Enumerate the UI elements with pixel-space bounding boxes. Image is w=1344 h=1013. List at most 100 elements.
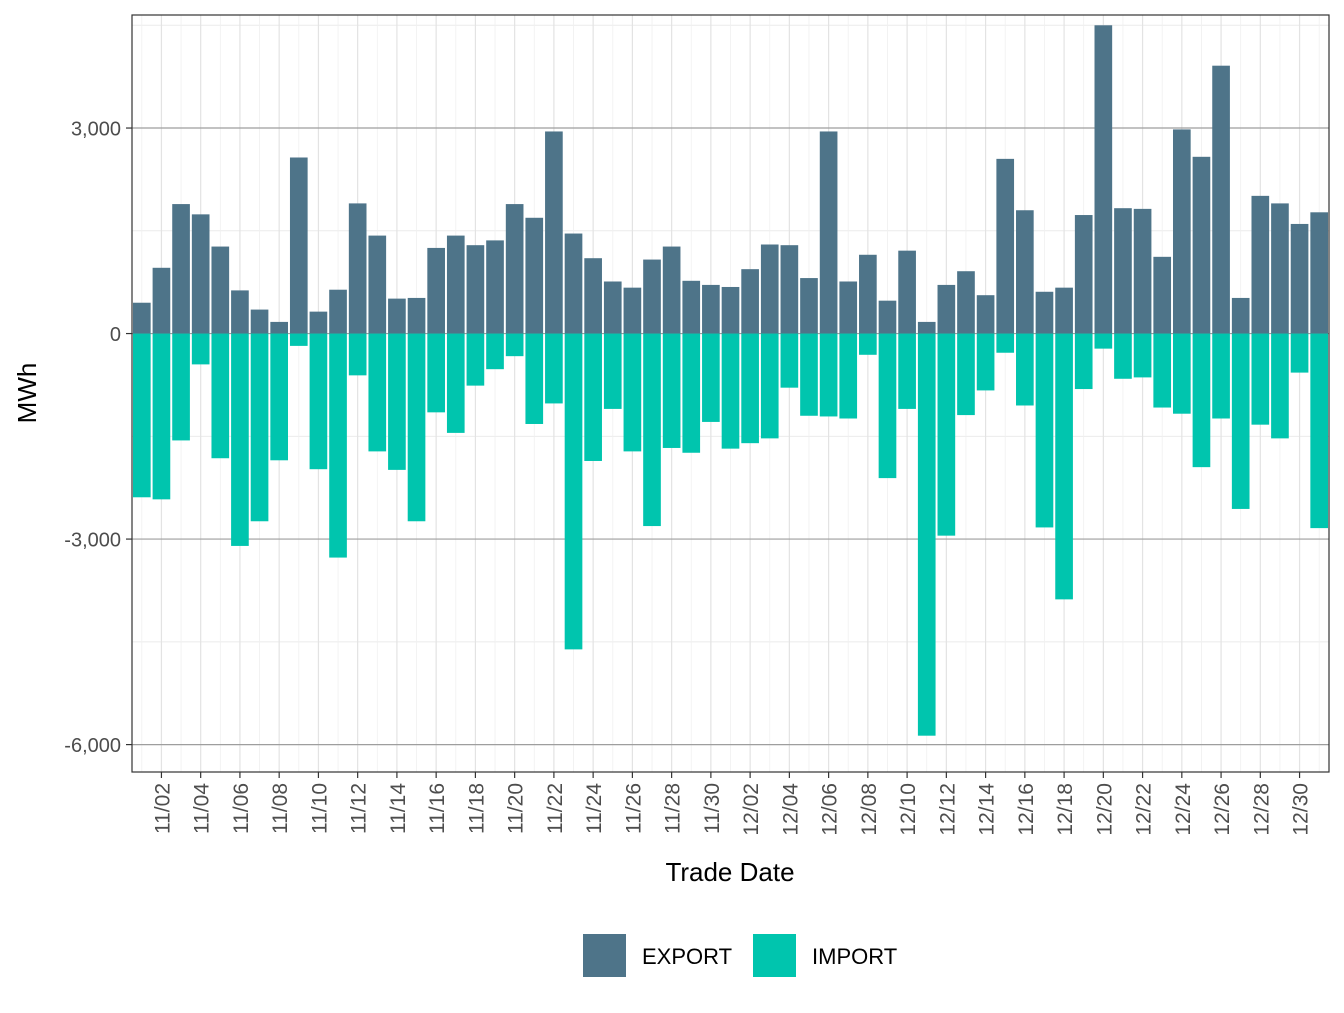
bar-export-11-18 bbox=[466, 245, 485, 334]
bar-export-12-03 bbox=[760, 244, 779, 334]
bar-export-12-06 bbox=[819, 131, 838, 334]
bar-export-12-09 bbox=[878, 300, 897, 334]
x-tick-label: 12/08 bbox=[858, 783, 881, 836]
x-tick-label: 11/04 bbox=[191, 783, 214, 834]
legend-swatch-export bbox=[583, 934, 626, 977]
bar-export-12-27 bbox=[1231, 297, 1250, 334]
bar-import-12-31 bbox=[1310, 333, 1329, 529]
bar-export-11-03 bbox=[172, 204, 190, 334]
bar-import-12-09 bbox=[878, 333, 897, 479]
bar-import-11-30 bbox=[702, 333, 720, 422]
panel-border bbox=[131, 14, 1330, 773]
x-tick-label: 11/16 bbox=[426, 783, 449, 834]
x-tick-label: 12/14 bbox=[976, 783, 999, 836]
bar-import-11-17 bbox=[446, 333, 465, 433]
bar-export-12-21 bbox=[1114, 208, 1132, 334]
bar-export-11-14 bbox=[388, 298, 406, 334]
bar-import-12-15 bbox=[996, 333, 1015, 353]
bar-export-12-16 bbox=[1016, 210, 1034, 334]
x-tick-label: 11/12 bbox=[348, 783, 371, 834]
bar-export-12-19 bbox=[1074, 215, 1093, 334]
bar-import-11-10 bbox=[309, 333, 328, 470]
bar-export-12-23 bbox=[1153, 256, 1172, 334]
bar-import-11-29 bbox=[682, 333, 701, 453]
bar-export-11-28 bbox=[662, 246, 681, 334]
bar-import-11-01 bbox=[132, 333, 151, 498]
bar-import-12-10 bbox=[898, 333, 916, 409]
bar-export-11-22 bbox=[545, 131, 563, 334]
bar-import-11-09 bbox=[289, 333, 308, 346]
bar-import-12-30 bbox=[1290, 333, 1309, 373]
bar-import-11-19 bbox=[486, 333, 504, 370]
bars bbox=[132, 25, 1329, 736]
y-tick-label: -6,000 bbox=[64, 735, 121, 757]
bar-import-12-20 bbox=[1094, 333, 1113, 349]
bar-export-12-01 bbox=[721, 286, 740, 334]
bar-import-12-18 bbox=[1055, 333, 1073, 600]
bar-export-11-08 bbox=[270, 321, 289, 334]
bar-export-11-12 bbox=[348, 203, 367, 334]
bar-import-11-07 bbox=[250, 333, 269, 522]
legend-label-import: IMPORT bbox=[812, 944, 897, 969]
x-tick-label: 12/06 bbox=[819, 783, 842, 836]
bar-import-11-23 bbox=[564, 333, 583, 650]
bar-export-12-24 bbox=[1172, 129, 1191, 334]
bar-export-12-02 bbox=[741, 269, 759, 334]
bar-export-11-30 bbox=[702, 284, 720, 334]
bar-import-11-06 bbox=[231, 333, 249, 546]
bar-export-11-23 bbox=[564, 233, 583, 334]
bar-import-12-19 bbox=[1074, 333, 1093, 390]
bar-export-12-29 bbox=[1271, 203, 1289, 334]
x-tick-label: 12/04 bbox=[779, 783, 802, 836]
bar-export-12-07 bbox=[839, 281, 858, 334]
bar-import-11-12 bbox=[348, 333, 367, 376]
bar-import-11-25 bbox=[603, 333, 622, 409]
bar-export-12-22 bbox=[1133, 208, 1152, 334]
bar-export-11-02 bbox=[152, 267, 171, 334]
bar-export-12-30 bbox=[1290, 223, 1309, 334]
bar-export-12-25 bbox=[1192, 156, 1211, 334]
x-tick-label: 11/26 bbox=[622, 783, 645, 834]
bar-import-11-24 bbox=[584, 333, 602, 461]
bar-import-12-29 bbox=[1271, 333, 1289, 439]
bar-export-12-12 bbox=[937, 284, 956, 334]
bar-export-11-29 bbox=[682, 280, 701, 334]
bar-export-12-31 bbox=[1310, 212, 1329, 334]
x-tick-label: 12/18 bbox=[1054, 783, 1077, 836]
x-tick-label: 11/02 bbox=[151, 783, 174, 834]
y-tick-label: -3,000 bbox=[64, 530, 121, 552]
bar-import-12-28 bbox=[1251, 333, 1270, 425]
bar-import-12-25 bbox=[1192, 333, 1211, 468]
bar-export-11-21 bbox=[525, 217, 544, 334]
bar-export-11-25 bbox=[603, 281, 622, 334]
bar-import-12-11 bbox=[917, 333, 936, 736]
bar-import-11-04 bbox=[191, 333, 210, 365]
bar-export-11-07 bbox=[250, 309, 269, 334]
bar-export-12-14 bbox=[976, 295, 995, 334]
bar-import-12-06 bbox=[819, 333, 838, 417]
bar-import-11-20 bbox=[505, 333, 524, 357]
bar-import-11-22 bbox=[545, 333, 563, 404]
x-tick-label: 12/28 bbox=[1250, 783, 1273, 836]
x-tick-label: 12/16 bbox=[1015, 783, 1038, 836]
y-tick-label: 0 bbox=[110, 324, 121, 346]
bar-import-12-27 bbox=[1231, 333, 1250, 509]
bar-import-11-27 bbox=[643, 333, 661, 527]
bar-import-11-14 bbox=[388, 333, 406, 470]
bar-import-12-08 bbox=[859, 333, 877, 355]
bar-export-11-04 bbox=[191, 214, 210, 334]
x-tick-label: 12/22 bbox=[1133, 783, 1156, 836]
bar-export-11-10 bbox=[309, 311, 328, 334]
bar-import-12-13 bbox=[957, 333, 975, 416]
x-tick-label: 11/18 bbox=[465, 783, 488, 834]
bar-export-12-17 bbox=[1035, 291, 1054, 334]
x-tick-label: 12/26 bbox=[1211, 783, 1234, 836]
legend-swatch-import bbox=[753, 934, 796, 977]
x-tick-label: 11/06 bbox=[230, 783, 253, 834]
bar-export-11-16 bbox=[427, 247, 445, 334]
x-tick-label: 11/08 bbox=[269, 783, 292, 834]
bar-import-11-15 bbox=[407, 333, 426, 522]
bar-import-12-12 bbox=[937, 333, 956, 536]
